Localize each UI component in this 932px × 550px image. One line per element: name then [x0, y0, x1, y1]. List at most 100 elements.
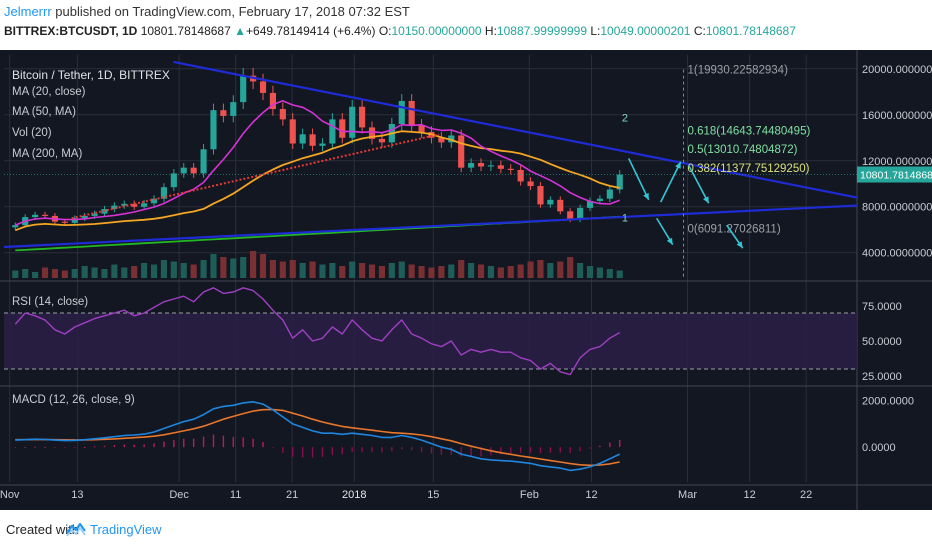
macd-histogram-bar: [401, 447, 403, 450]
candle: [210, 110, 217, 150]
macd-histogram-bar: [83, 446, 86, 448]
macd-histogram-bar: [123, 444, 125, 448]
macd-histogram-bar: [93, 446, 96, 448]
legend-vol[interactable]: Vol (20): [12, 127, 52, 139]
macd-histogram-bar: [361, 447, 363, 452]
volume-bar: [269, 260, 277, 278]
macd-histogram-bar: [292, 447, 294, 457]
price-tick-label: 4000.00000000: [862, 248, 932, 260]
arrow-up: [659, 161, 682, 203]
arrow-down-1: [627, 158, 650, 201]
candle: [517, 169, 524, 182]
tradingview-logo-icon[interactable]: [66, 520, 86, 538]
chart-area[interactable]: 10801.78148687 1(19930.22582934) 0.618(146…: [0, 50, 932, 510]
macd-histogram-bar: [183, 438, 185, 448]
macd-label[interactable]: MACD (12, 26, close, 9): [12, 394, 135, 406]
volume-bar: [170, 261, 177, 278]
macd-histogram-bar: [74, 447, 76, 449]
candle: [567, 211, 574, 220]
volume-bar: [309, 261, 316, 278]
volume-bar: [160, 260, 168, 278]
legend-ma200[interactable]: MA (200, MA): [12, 148, 83, 160]
volume-bar: [507, 266, 514, 278]
volume-bar: [141, 263, 148, 278]
candle: [259, 81, 267, 93]
macd-histogram-bar: [470, 447, 472, 457]
macd-histogram-bar: [34, 446, 36, 448]
candle: [507, 168, 514, 170]
tradingview-brand[interactable]: TradingView: [90, 522, 162, 537]
rsi-label[interactable]: RSI (14, close): [12, 296, 89, 308]
macd-histogram-bar: [321, 447, 324, 458]
candle: [458, 135, 465, 168]
close-label: C:: [693, 24, 706, 38]
macd-histogram-bar: [242, 437, 244, 448]
volume-bar: [111, 264, 118, 278]
candle: [230, 102, 237, 116]
chart-canvas[interactable]: 10801.78148687 1(19930.22582934) 0.618(146…: [0, 50, 932, 510]
candle: [596, 198, 603, 201]
fib-level-label: 0.382(11377.75129250): [688, 163, 810, 175]
volume-bar: [398, 261, 405, 278]
candle: [349, 106, 356, 138]
macd-histogram-bar: [549, 447, 552, 453]
volume-bar: [606, 269, 613, 278]
legend-ma20[interactable]: MA (20, close): [12, 86, 86, 98]
candle: [71, 218, 78, 223]
author-link[interactable]: Jelmerrr: [4, 4, 52, 19]
chart-header: Jelmerrr published on TradingView.com, F…: [0, 0, 932, 50]
macd-histogram-bar: [153, 443, 155, 448]
wave-label-1: 1: [622, 213, 628, 225]
volume-bar: [180, 263, 187, 278]
open-label: O:: [378, 24, 392, 38]
candle: [616, 174, 623, 190]
macd-histogram-bar: [420, 447, 423, 452]
last-price-tag: [857, 166, 932, 183]
macd-histogram-bar: [589, 447, 591, 449]
time-tick-label: Nov: [0, 489, 20, 501]
macd-histogram-bar: [539, 447, 542, 454]
arrow-down-3-head: [666, 237, 673, 245]
arrow-up-head: [675, 161, 681, 169]
macd-histogram-bar: [173, 440, 175, 448]
volume-bar: [210, 254, 217, 278]
volume-bar: [91, 267, 98, 278]
candle: [339, 119, 346, 138]
volume-bar: [299, 263, 306, 278]
volume-bar: [319, 264, 326, 278]
macd-histogram-bar: [232, 437, 234, 448]
candle: [269, 92, 277, 110]
volume-bar: [61, 270, 68, 278]
last-price-tag-label: 10801.78148687: [860, 170, 932, 182]
volume-bar: [339, 266, 346, 278]
legend-ma50[interactable]: MA (50, MA): [12, 106, 76, 118]
macd-histogram-bar: [430, 447, 433, 454]
price-tick-label: 16000.00000000: [862, 110, 932, 122]
candle: [368, 127, 376, 139]
time-tick-label: 12: [744, 489, 756, 501]
volume-bar: [190, 264, 197, 278]
symbol-label: BITTREX:BTCUSDT, 1D: [4, 24, 138, 38]
arrow-down-2: [687, 164, 710, 204]
publish-line: Jelmerrr published on TradingView.com, F…: [4, 4, 410, 19]
volume-bar: [131, 266, 138, 278]
open-value: 10150.00000000: [391, 24, 482, 38]
rsi-tick-label: 75.0000: [862, 301, 902, 313]
volume-bar: [101, 269, 108, 278]
arrow-down-1-head: [643, 192, 649, 200]
candle: [150, 198, 158, 204]
macd-histogram-bar: [450, 447, 452, 455]
low-label: L:: [590, 24, 601, 38]
candle: [537, 186, 544, 205]
candle: [141, 203, 148, 207]
candle: [408, 100, 415, 126]
time-tick-label: 2018: [342, 489, 366, 501]
volume-bar: [32, 272, 39, 278]
volume-bar: [259, 254, 267, 278]
volume-bar: [329, 263, 336, 278]
macd-histogram-bar: [569, 447, 571, 454]
candle: [41, 214, 49, 216]
arrow-down-2-head: [703, 196, 709, 204]
macd-histogram-bar: [163, 441, 165, 448]
volume-bar: [150, 264, 158, 278]
